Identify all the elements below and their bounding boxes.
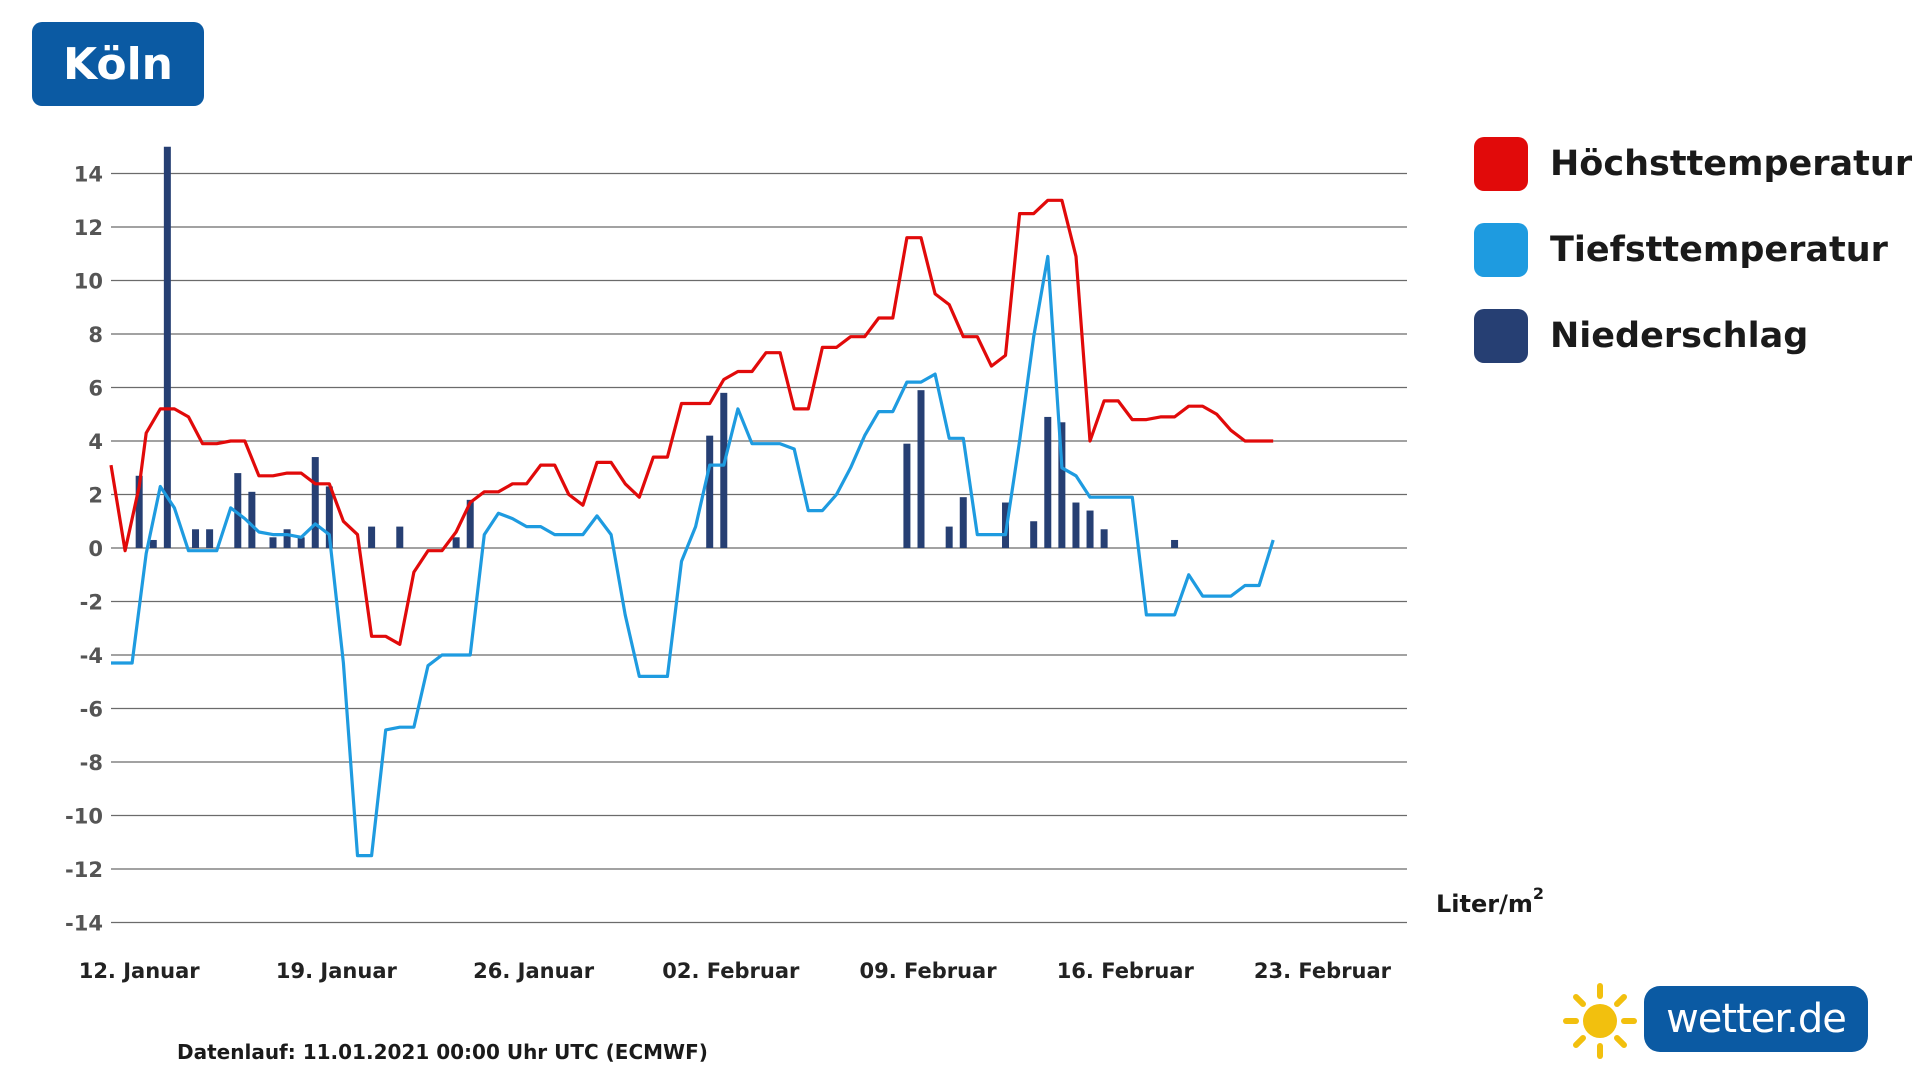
legend: Höchsttemperatur Tiefsttemperatur Nieder… [1474, 136, 1912, 394]
legend-swatch-precip [1474, 309, 1528, 363]
legend-item-precip: Niederschlag [1474, 308, 1912, 364]
precipitation-bar [1171, 539, 1179, 548]
y-tick-label: 2 [88, 484, 103, 508]
y-tick-label: -10 [65, 805, 103, 829]
wetter-de-logo[interactable]: wetter.de [1560, 980, 1868, 1066]
gridlines [111, 172, 1407, 924]
precipitation-bar [1086, 510, 1094, 548]
x-tick-label: 02. Februar [662, 959, 800, 983]
y-tick-label: -12 [65, 858, 103, 882]
precipitation-bar [325, 486, 333, 548]
legend-item-high: Höchsttemperatur [1474, 136, 1912, 192]
x-tick-label: 19. Januar [276, 959, 398, 983]
precipitation-bar [149, 539, 157, 548]
precipitation-bar [297, 537, 305, 548]
precipitation-bar [452, 537, 460, 548]
data-run-footnote: Datenlauf: 11.01.2021 00:00 Uhr UTC (ECM… [177, 1040, 708, 1064]
precipitation-bar [368, 526, 376, 548]
sun-icon [1563, 983, 1637, 1059]
y-tick-label: -6 [80, 698, 103, 722]
precipitation-bar [1100, 529, 1108, 548]
legend-item-low: Tiefsttemperatur [1474, 222, 1912, 278]
x-tick-label: 09. Februar [859, 959, 997, 983]
precipitation-bar [945, 526, 953, 548]
unit-exponent: 2 [1532, 884, 1545, 903]
y-tick-label: 8 [88, 323, 103, 347]
series-line-high [109, 198, 1274, 646]
precipitation-bar [206, 529, 214, 548]
y-tick-label: 0 [88, 537, 103, 561]
precipitation-bar [269, 537, 277, 548]
precipitation-bar [720, 392, 728, 548]
precipitation-bar [234, 473, 242, 548]
precipitation-bar [1044, 416, 1052, 548]
legend-label-precip: Niederschlag [1550, 316, 1809, 356]
precipitation-bar [163, 146, 171, 548]
logo-text: wetter.de [1644, 986, 1868, 1052]
precip-unit-label: Liter/m2 [1436, 884, 1544, 918]
precipitation-bar [1030, 521, 1038, 548]
y-tick-label: -8 [80, 751, 103, 775]
y-tick-label: 4 [88, 430, 103, 454]
precipitation-bar [706, 435, 714, 548]
precipitation-bar [248, 491, 256, 548]
x-axis-ticks: 12. Januar 19. Januar 26. Januar 02. Februa… [79, 959, 1392, 983]
precipitation-bar [192, 529, 200, 548]
unit-base: Liter/m [1436, 890, 1533, 918]
legend-label-low: Tiefsttemperatur [1550, 230, 1888, 270]
y-tick-label: -4 [80, 644, 103, 668]
y-tick-label: -2 [80, 591, 103, 615]
legend-swatch-high [1474, 137, 1528, 191]
precipitation-bar [1072, 502, 1080, 548]
series-line-low [111, 254, 1275, 858]
precipitation-bar [1058, 422, 1066, 548]
precipitation-bar [959, 497, 967, 548]
precipitation-bars [135, 146, 1179, 548]
x-tick-label: 12. Januar [79, 959, 201, 983]
y-tick-label: 14 [74, 163, 103, 187]
precipitation-bar [283, 529, 291, 548]
y-tick-label: -14 [65, 912, 103, 936]
x-tick-label: 26. Januar [473, 959, 595, 983]
temperature-lines [109, 198, 1275, 858]
x-tick-label: 16. Februar [1057, 959, 1195, 983]
x-tick-label: 23. Februar [1254, 959, 1392, 983]
precipitation-bar [311, 457, 319, 548]
precipitation-bar [135, 475, 143, 548]
precipitation-bar [466, 499, 474, 548]
legend-label-high: Höchsttemperatur [1550, 144, 1913, 184]
precipitation-bar [903, 443, 911, 548]
precipitation-bar [396, 526, 404, 548]
city-badge: Köln [32, 22, 204, 106]
y-tick-label: 10 [74, 270, 103, 294]
precipitation-bar [917, 390, 925, 548]
y-tick-label: 6 [88, 377, 103, 401]
y-axis-ticks: 14 12 10 8 6 4 2 0 -2 -4 -6 -8 -10 -12 -14 [65, 163, 103, 936]
legend-swatch-low [1474, 223, 1528, 277]
y-tick-label: 12 [74, 216, 103, 240]
